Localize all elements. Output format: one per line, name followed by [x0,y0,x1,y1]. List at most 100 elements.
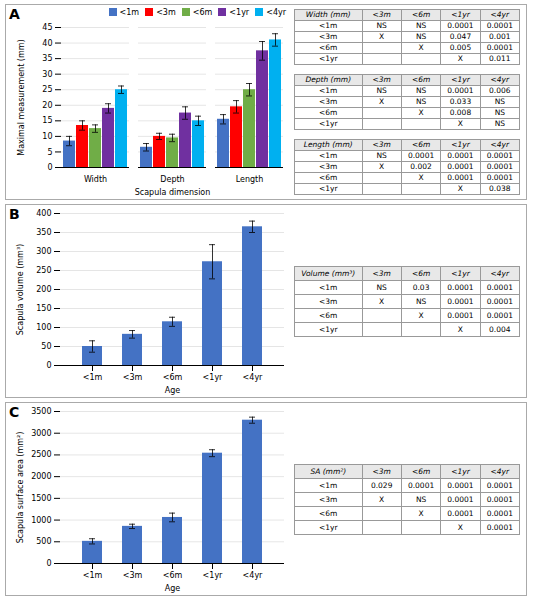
html-text:<3m: <3m [372,268,391,278]
svg-text:15: 15 [42,116,52,125]
html-text:<1m: <1m [319,21,338,31]
html-text:0.0001: 0.0001 [486,43,513,53]
svg-text:20: 20 [42,101,52,110]
svg-text:35: 35 [42,54,52,63]
svg-text:500: 500 [36,537,51,546]
svg-text:Width: Width [84,175,107,184]
svg-text:Scapula dimension: Scapula dimension [135,188,211,197]
svg-text:<1m: <1m [83,571,103,580]
svg-text:100: 100 [36,323,51,332]
html-text:0.0001: 0.0001 [447,161,474,171]
svg-text:<1m: <1m [83,373,103,382]
html-text:<4yr: <4yr [490,268,510,278]
svg-text:Scapula surface area (mm²): Scapula surface area (mm²) [16,432,25,544]
svg-text:3500: 3500 [31,407,51,416]
html-text:0.038: 0.038 [489,183,511,193]
html-text:<1m: <1m [319,150,338,160]
svg-text:2500: 2500 [31,450,51,459]
svg-text:Depth: Depth [160,175,184,184]
html-text:A: A [9,6,20,22]
svg-text:250: 250 [36,266,51,275]
html-text:<1yr: <1yr [319,54,338,64]
html-text:<6m: <6m [411,10,431,20]
html-text:0.0001: 0.0001 [486,21,513,31]
html-text:0.0001: 0.0001 [447,21,474,31]
html-text:<3m: <3m [319,161,338,171]
svg-text:30: 30 [42,70,52,79]
svg-text:5: 5 [47,148,52,157]
html-text:0.03: 0.03 [412,282,430,292]
html-text:<1yr: <1yr [451,139,470,149]
html-text:<4yr: <4yr [490,10,510,20]
svg-text:Length: Length [236,175,264,184]
html-text:Length (mm): Length (mm) [303,139,353,149]
html-text:<1yr: <1yr [319,183,338,193]
html-text:<1yr: <1yr [451,268,470,278]
svg-text:0: 0 [47,163,52,172]
svg-text:<1yr: <1yr [203,571,224,580]
html-text:<6m: <6m [411,268,431,278]
html-text:0.005: 0.005 [449,43,472,53]
svg-text:<6m: <6m [163,571,183,580]
svg-text:<1yr: <1yr [203,373,224,382]
svg-text:<4yr: <4yr [243,373,264,382]
svg-text:<4yr: <4yr [243,571,264,580]
svg-text:<3m: <3m [123,571,143,580]
html-text:<3m: <3m [156,7,176,17]
svg-text:150: 150 [36,304,51,313]
svg-text:50: 50 [41,342,51,351]
html-text:NS: NS [415,32,427,42]
html-text:0.001: 0.001 [489,32,511,42]
html-text:NS: NS [415,21,427,31]
html-text:<1m: <1m [119,7,140,17]
html-text:0.0001: 0.0001 [447,172,474,182]
html-text:<6m: <6m [411,139,431,149]
html-text:0.0001: 0.0001 [486,150,513,160]
html-text:C: C [9,404,20,420]
svg-text:Maximal measurement (mm): Maximal measurement (mm) [17,39,26,155]
svg-text:0: 0 [46,361,51,370]
html-text:B: B [9,206,20,222]
svg-text:Scapula volume (mm³): Scapula volume (mm³) [16,244,25,335]
svg-text:0: 0 [46,559,51,568]
html-text:<3m: <3m [372,10,391,20]
html-text:<1yr: <1yr [229,7,250,17]
svg-text:3000: 3000 [31,429,51,438]
html-text:NS: NS [376,21,387,31]
svg-text:300: 300 [36,247,51,256]
html-text:Width (mm): Width (mm) [305,10,351,20]
html-text:<6m: <6m [319,172,338,182]
html-text:<6m: <6m [192,7,213,17]
html-text:<4yr: <4yr [266,7,286,17]
html-text:<6m: <6m [319,43,338,53]
html-text:<1yr: <1yr [451,10,470,20]
html-text:0.047: 0.047 [449,32,472,42]
html-text:0.0001: 0.0001 [447,150,474,160]
html-text:Volume (mm³): Volume (mm³) [301,268,356,278]
html-text:0.002: 0.002 [410,161,432,171]
svg-text:10: 10 [42,132,52,141]
svg-text:<6m: <6m [163,373,183,382]
html-text:NS: NS [376,150,387,160]
svg-text:40: 40 [42,39,52,48]
html-text:0.0001: 0.0001 [486,161,513,171]
svg-text:1500: 1500 [31,494,51,503]
svg-text:Age: Age [165,584,181,593]
svg-text:350: 350 [36,228,51,237]
svg-text:1000: 1000 [31,516,51,525]
svg-text:200: 200 [36,285,51,294]
svg-text:<3m: <3m [123,373,143,382]
html-text:NS: NS [376,282,387,292]
svg-text:25: 25 [42,85,52,94]
html-text:0.0001: 0.0001 [407,150,435,160]
html-text:<4yr: <4yr [490,139,510,149]
svg-text:2000: 2000 [31,472,51,481]
html-text:<3m: <3m [372,139,391,149]
svg-text:400: 400 [36,209,51,218]
html-text:0.011: 0.011 [489,54,511,64]
svg-text:Age: Age [165,386,181,395]
html-text:<3m: <3m [319,32,338,42]
html-text:0.0001: 0.0001 [486,172,513,182]
html-text:<1m: <1m [319,282,338,292]
svg-text:45: 45 [42,23,52,32]
